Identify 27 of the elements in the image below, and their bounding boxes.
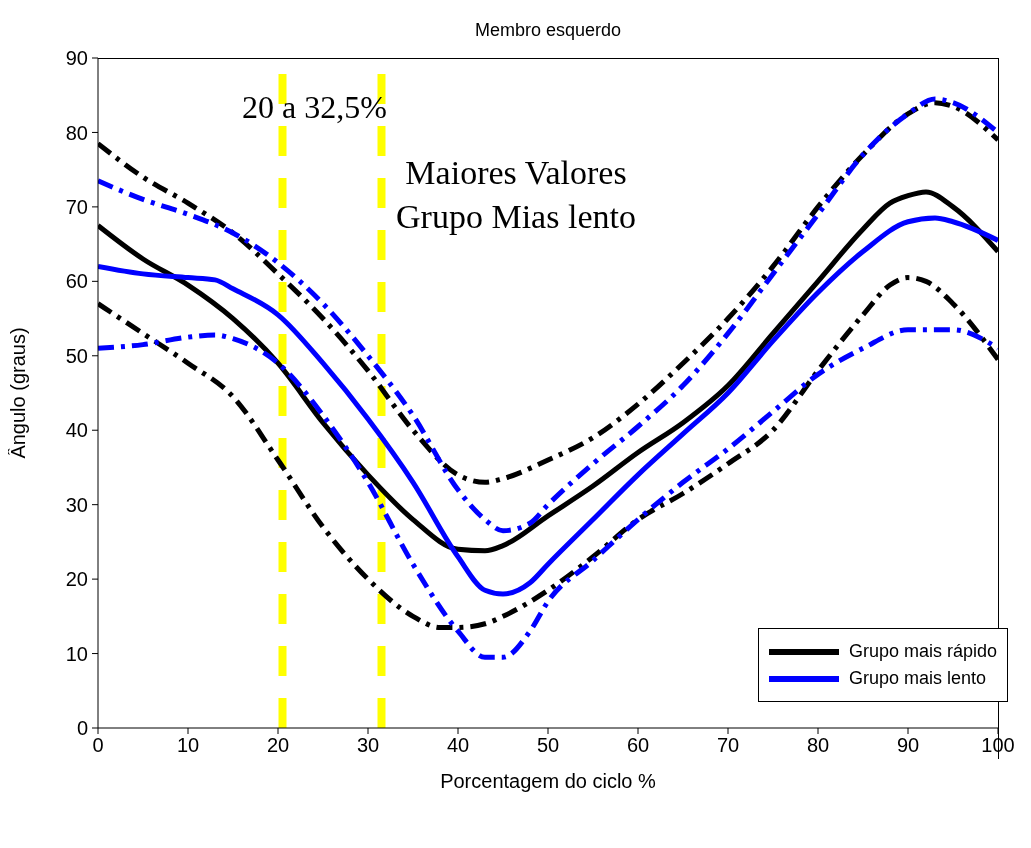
y-tick-label: 50 [65,344,88,367]
y-tick-label: 0 [76,717,88,740]
chart-title: Membro esquerdo [474,20,622,40]
y-tick-label: 60 [65,270,88,293]
x-tick-label: 30 [356,734,380,757]
x-tick-label: 10 [176,734,200,757]
x-tick-label: 20 [266,734,290,757]
x-tick-label: 60 [626,734,650,757]
x-tick-label: 80 [806,734,830,757]
x-tick-label: 0 [92,734,104,757]
x-tick-label: 50 [536,734,560,757]
y-tick-label: 20 [65,568,88,591]
annotation: Maiores Valores Grupo Mias lento [395,153,637,238]
annotation: 20 a 32,5% [242,89,387,127]
x-tick-label: 90 [896,734,920,757]
y-tick-label: 40 [65,419,88,442]
x-axis-title: Porcentagem do ciclo % [440,770,657,792]
x-tick-label: 40 [446,734,470,757]
y-tick-label: 80 [65,121,88,144]
legend-label: Grupo mais rápido [849,641,998,662]
y-tick-label: 30 [65,493,88,516]
x-tick-label: 70 [716,734,740,757]
y-tick-label: 70 [65,195,88,218]
y-tick-label: 90 [65,47,88,70]
y-tick-label: 10 [65,642,88,665]
legend-label: Grupo mais lento [849,668,987,689]
y-axis-title: Ângulo (graus) [7,327,30,459]
